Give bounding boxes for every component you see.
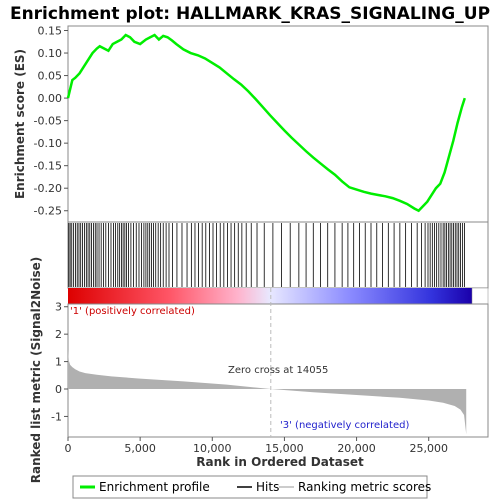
x-axis: 0 5,000 10,000 15,000 20,000 25,000	[65, 437, 448, 455]
metric-y-tick-label: 2	[55, 328, 62, 341]
zero-cross-annotation: Zero cross at 14055	[228, 365, 328, 376]
legend-metric-label: Ranking metric scores	[298, 480, 431, 494]
es-y-tick-label: 0.15	[38, 25, 63, 38]
metric-y-tick-label: 0	[55, 383, 62, 396]
negative-annotation: '3' (negatively correlated)	[280, 420, 409, 431]
metric-y-tick-label: 3	[55, 301, 62, 314]
x-axis-label: Rank in Ordered Dataset	[196, 455, 364, 469]
metric-y-axis: 3 2 1 0 -1	[51, 301, 68, 423]
es-y-axis: 0.15 0.10 0.05 0.00 -0.05 -0.10 -0.15 -0.20 -0.2…	[34, 25, 68, 218]
x-tick-label: 5,000	[124, 442, 156, 455]
es-y-tick-label: 0.05	[38, 70, 63, 83]
chart-title: Enrichment plot: HALLMARK_KRAS_SIGNALING…	[10, 4, 490, 24]
x-tick-label: 0	[65, 442, 72, 455]
es-y-tick-label: -0.10	[34, 137, 62, 150]
enrichment-profile-line	[66, 33, 466, 213]
rank-bar-pad	[471, 287, 489, 305]
positive-annotation: '1' (positively correlated)	[70, 306, 195, 317]
es-y-tick-label: -0.15	[34, 160, 62, 173]
hits-panel-frame	[67, 221, 489, 289]
es-y-tick-label: -0.05	[34, 115, 62, 128]
es-y-tick-label: 0.00	[38, 92, 63, 105]
metric-y-tick-label: 1	[55, 356, 62, 369]
legend-hits-label: Hits	[256, 480, 279, 494]
x-tick-label: 10,000	[193, 442, 232, 455]
ranking-color-bar	[68, 288, 472, 304]
hit-marks	[68, 223, 465, 287]
es-y-tick-label: 0.10	[38, 47, 63, 60]
es-y-tick-label: -0.25	[34, 205, 62, 218]
metric-y-label: Ranked list metric (Signal2Noise)	[29, 257, 43, 484]
legend-enrichment-label: Enrichment profile	[99, 480, 210, 494]
es-y-tick-label: -0.20	[34, 182, 62, 195]
metric-panel-frame	[67, 303, 489, 438]
es-y-label: Enrichment score (ES)	[13, 49, 27, 199]
x-tick-label: 15,000	[265, 442, 304, 455]
ranking-metric-area	[68, 349, 467, 435]
legend: Enrichment profile Hits Ranking metric s…	[72, 475, 431, 499]
metric-y-tick-label: -1	[51, 410, 62, 423]
x-tick-label: 25,000	[409, 442, 448, 455]
x-tick-label: 20,000	[337, 442, 376, 455]
